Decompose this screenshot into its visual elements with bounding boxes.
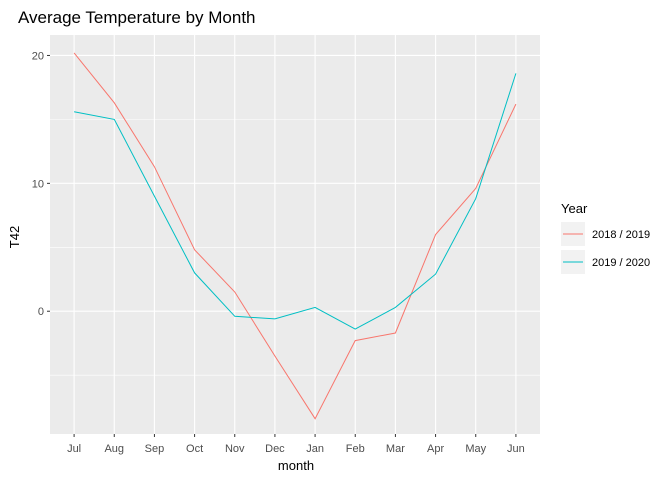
x-tick-label: Dec xyxy=(265,443,285,455)
x-tick-label: Aug xyxy=(104,443,124,455)
y-tick-label: 20 xyxy=(32,50,44,62)
x-tick-label: Jan xyxy=(306,443,324,455)
x-axis-ticks: Jul Aug Sep Oct Nov Dec Jan Feb Mar Apr May Jun xyxy=(67,434,525,455)
plot-panel xyxy=(50,35,540,434)
x-tick-label: Apr xyxy=(427,443,444,455)
y-tick-label: 10 xyxy=(32,178,44,190)
series-line-2 xyxy=(74,73,517,330)
major-gridlines xyxy=(50,35,540,434)
legend-title: Year xyxy=(561,201,588,216)
x-tick-label: Sep xyxy=(145,443,165,455)
legend-label-1: 2018 / 2019 xyxy=(592,229,650,241)
series-lines xyxy=(73,52,517,420)
x-tick-label: Jun xyxy=(507,443,525,455)
legend: Year 2018 / 2019 2019 / 2020 xyxy=(561,201,650,274)
series-line-1 xyxy=(73,52,517,420)
minor-gridlines xyxy=(50,119,540,376)
y-axis-title: T42 xyxy=(7,226,22,248)
x-tick-label: Nov xyxy=(225,443,245,455)
chart-title: Average Temperature by Month xyxy=(18,8,256,27)
x-tick-label: Mar xyxy=(386,443,405,455)
x-tick-label: May xyxy=(465,443,486,455)
x-axis-title: month xyxy=(278,458,314,473)
y-tick-label: 0 xyxy=(38,306,44,318)
x-tick-label: Jul xyxy=(67,443,81,455)
x-tick-label: Oct xyxy=(186,443,203,455)
legend-label-2: 2019 / 2020 xyxy=(592,257,650,269)
x-tick-label: Feb xyxy=(346,443,365,455)
y-axis-ticks: 0 10 20 xyxy=(32,50,50,318)
